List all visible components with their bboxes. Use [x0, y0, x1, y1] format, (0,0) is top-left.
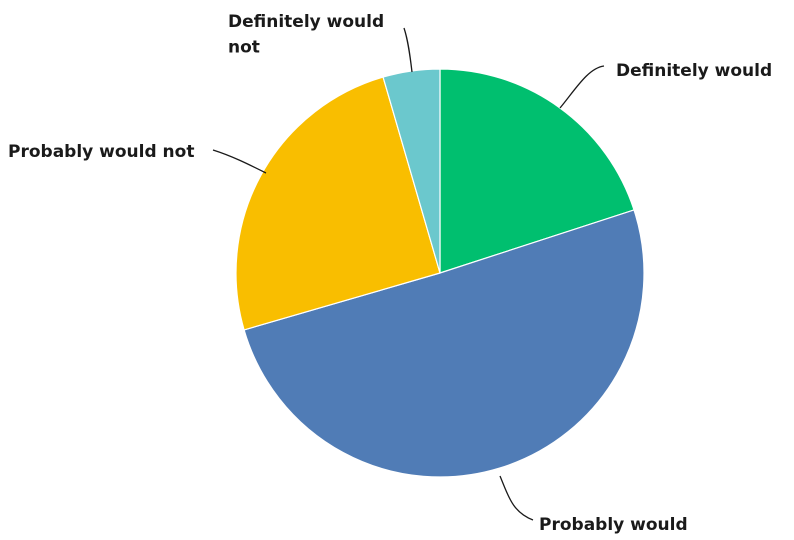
leader-definitely-would — [559, 65, 605, 109]
leader-definitely-would-not — [403, 27, 413, 73]
slice-probably-would-not — [235, 76, 441, 331]
pie-slices — [235, 68, 645, 478]
label-probably-would: Probably would — [539, 515, 688, 535]
leader-probably-would-not — [212, 149, 267, 174]
slice-probably-would — [243, 209, 645, 478]
leader-lines — [212, 27, 605, 521]
label-probably-would-not: Probably would not — [8, 142, 194, 162]
leader-probably-would — [499, 475, 534, 521]
label-definitely-would-not: Definitely would not — [228, 12, 384, 58]
slice-definitely-would — [439, 68, 635, 274]
label-definitely-would: Definitely would — [616, 61, 772, 81]
